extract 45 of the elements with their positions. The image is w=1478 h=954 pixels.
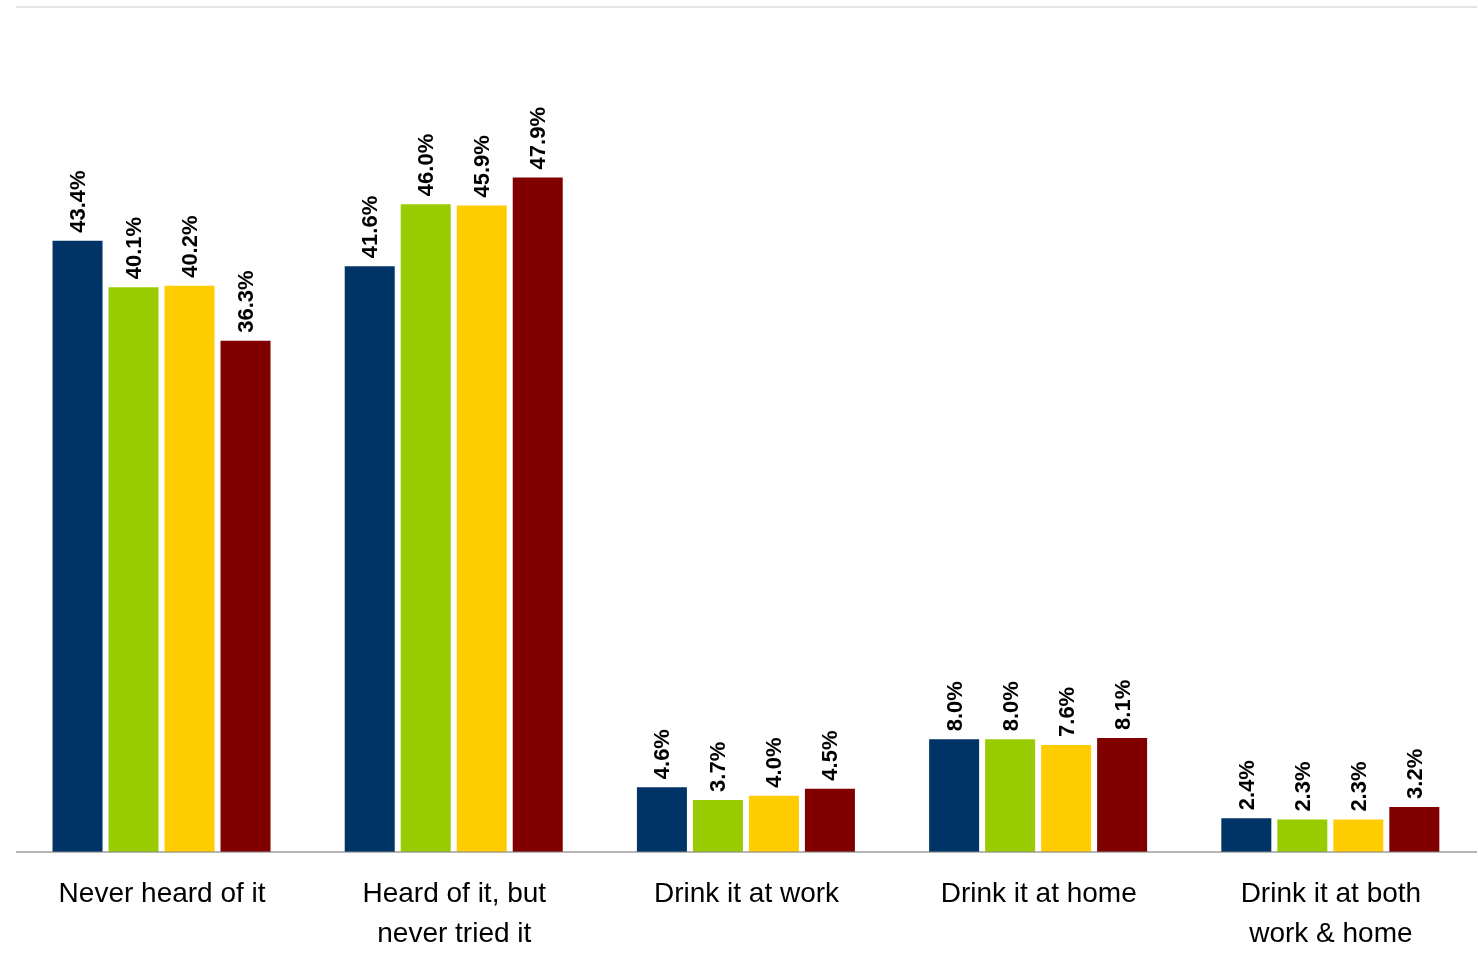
data-label: 4.6% (649, 729, 675, 780)
bar (748, 795, 799, 852)
bar (804, 788, 855, 852)
bar (52, 240, 103, 852)
data-label: 4.0% (761, 737, 787, 788)
data-label: 2.4% (1233, 760, 1259, 811)
data-label: 8.0% (997, 681, 1023, 732)
bar (1221, 818, 1272, 852)
bar (456, 205, 507, 852)
data-label: 4.5% (817, 730, 843, 781)
data-label: 47.9% (525, 107, 551, 170)
bar (985, 739, 1036, 852)
bar (1097, 737, 1148, 852)
bar (1277, 819, 1328, 852)
data-label: 3.7% (705, 741, 731, 792)
data-label: 8.1% (1109, 679, 1135, 730)
bar (692, 799, 743, 852)
x-tick-label: Never heard of it (58, 877, 266, 908)
data-label: 45.9% (469, 135, 495, 198)
data-label: 2.3% (1345, 761, 1371, 812)
bar (164, 285, 215, 852)
data-label: 40.2% (177, 215, 203, 278)
bar (1389, 806, 1440, 852)
data-label: 3.2% (1401, 748, 1427, 799)
bar (929, 739, 980, 852)
bar (1333, 819, 1384, 852)
bar (512, 177, 563, 852)
data-label: 7.6% (1053, 686, 1079, 737)
bar (220, 340, 271, 852)
data-label: 2.3% (1289, 761, 1315, 812)
data-label: 46.0% (413, 133, 439, 197)
bar (1041, 744, 1092, 852)
bar (400, 204, 451, 852)
bar (108, 287, 159, 852)
x-tick-label: Drink it at work (653, 877, 841, 908)
x-tick-label: Drink it at home (940, 877, 1137, 908)
data-label: 8.0% (941, 681, 967, 732)
x-tick-label: Heard of it, but never tried it (362, 877, 547, 948)
data-label: 43.4% (65, 170, 91, 233)
bar (636, 787, 687, 852)
data-label: 41.6% (357, 195, 383, 259)
data-label: 36.3% (233, 270, 259, 333)
data-label: 40.1% (121, 216, 147, 280)
bar (344, 266, 395, 852)
x-tick-label: Drink it at both work & home (1240, 877, 1422, 948)
